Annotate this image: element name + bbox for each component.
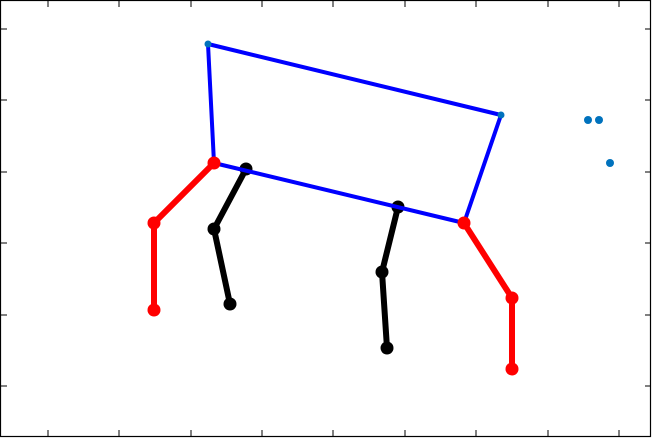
body-frame-outline: [206, 42, 503, 225]
front-leg-joint: [457, 216, 471, 230]
front-leg-joint: [505, 362, 519, 376]
body-frame-vertex: [497, 111, 505, 119]
back-leg-joint: [380, 341, 394, 355]
front-leg-line: [461, 221, 515, 369]
stray-point: [606, 159, 614, 167]
front-legs: [147, 156, 519, 376]
body-frame: [204, 40, 505, 227]
front-leg-line: [151, 160, 217, 310]
front-leg-joint: [147, 303, 161, 317]
front-leg-joint: [207, 156, 221, 170]
back-leg-joint: [207, 222, 221, 236]
back-leg-joint: [223, 297, 237, 311]
front-leg-joint: [147, 216, 161, 230]
stray-point: [595, 116, 603, 124]
back-leg-line: [211, 167, 249, 305]
back-legs: [207, 162, 405, 355]
body-frame-vertex: [204, 40, 212, 48]
back-leg-joint: [375, 265, 389, 279]
stray-point: [584, 116, 592, 124]
front-leg-joint: [505, 291, 519, 305]
stray-points: [584, 116, 614, 167]
